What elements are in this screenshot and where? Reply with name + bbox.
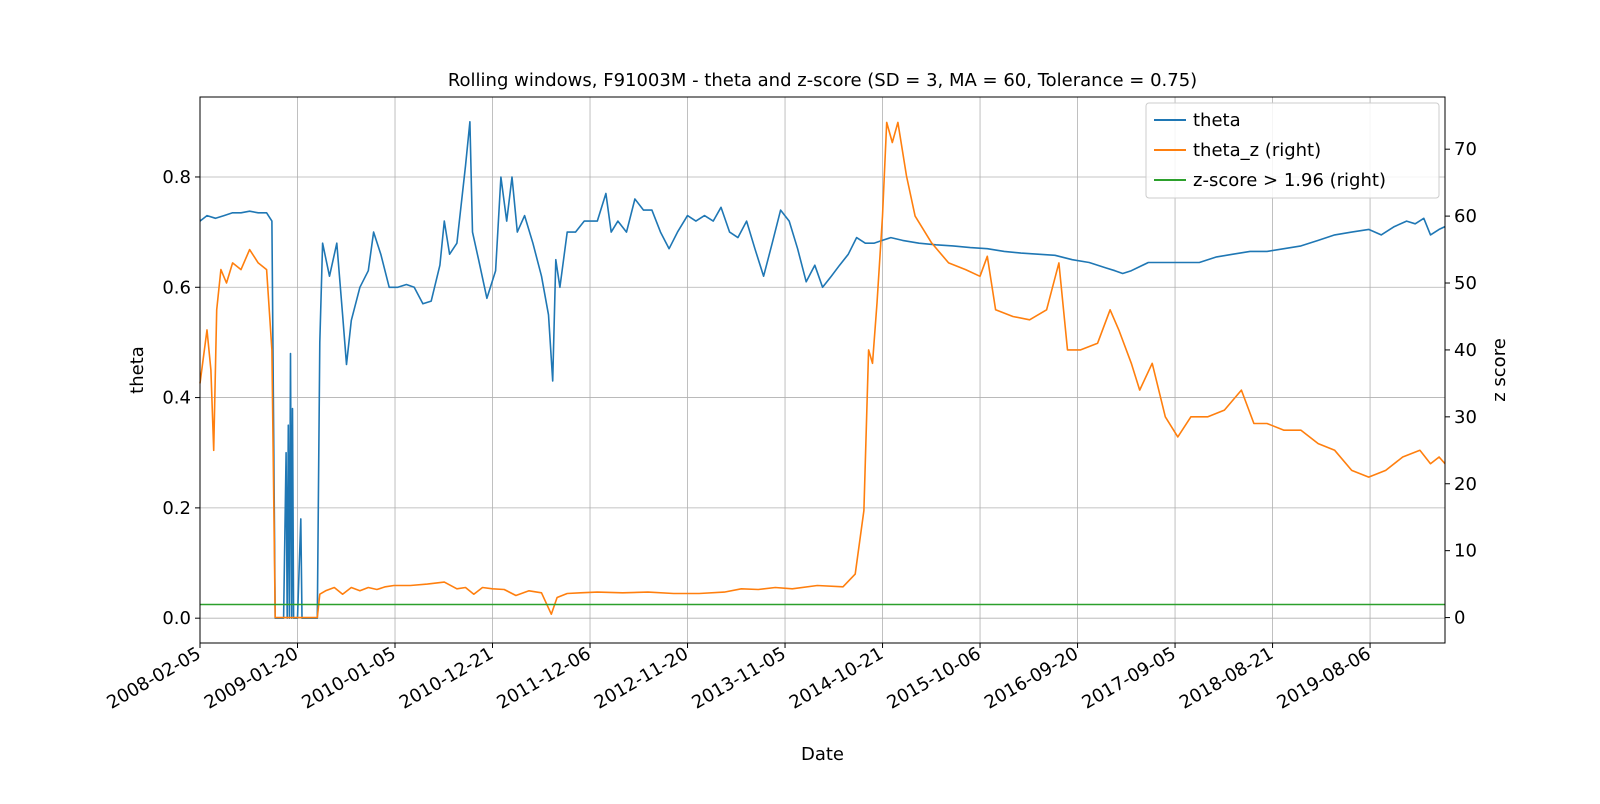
y-tick-label: 0.6 <box>162 277 191 298</box>
legend: theta theta_z (right) z-score > 1.96 (ri… <box>1145 102 1440 199</box>
y2-tick-label: 40 <box>1454 340 1477 361</box>
legend-label-theta: theta <box>1193 110 1241 131</box>
chart-title: Rolling windows, F91003M - theta and z-s… <box>448 70 1197 91</box>
legend-label-theta-z: theta_z (right) <box>1193 140 1321 161</box>
x-axis-label: Date <box>801 744 844 765</box>
series-layer <box>199 121 1446 620</box>
y-tick-label: 0.0 <box>162 608 191 629</box>
y2-tick-label: 10 <box>1454 541 1477 562</box>
y2-tick-label: 70 <box>1454 139 1477 160</box>
y2-tick-label: 30 <box>1454 407 1477 428</box>
y-axis-label: theta <box>127 346 148 394</box>
legend-box <box>1145 102 1440 199</box>
series-line-theta-z <box>199 121 1446 619</box>
y-tick-label: 0.8 <box>162 167 191 188</box>
grid <box>199 97 1445 643</box>
y2-tick-label: 60 <box>1454 206 1477 227</box>
y-tick-label: 0.4 <box>162 388 191 409</box>
y-tick-label: 0.2 <box>162 498 191 519</box>
y2-tick-label: 20 <box>1454 474 1477 495</box>
y2-tick-label: 50 <box>1454 273 1477 294</box>
y2-tick-label: 0 <box>1454 608 1465 629</box>
plot-frame <box>199 96 1446 644</box>
legend-label-z-threshold: z-score > 1.96 (right) <box>1193 170 1386 191</box>
y2-axis-label: z score <box>1489 338 1510 402</box>
